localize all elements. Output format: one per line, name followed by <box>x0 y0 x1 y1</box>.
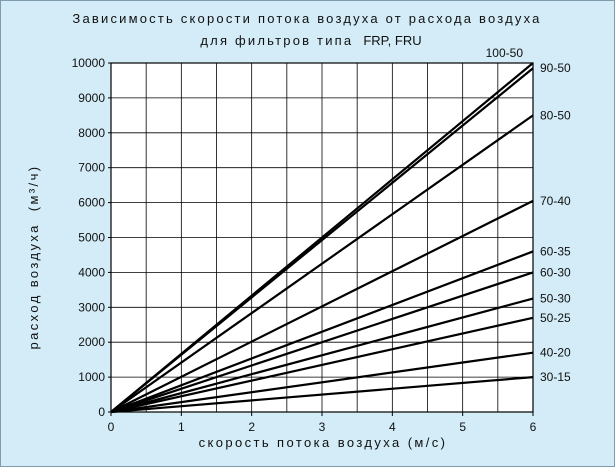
series-label: 70-40 <box>540 194 571 208</box>
y-tick-label: 5000 <box>78 231 105 245</box>
chart-title: Зависимость скорости потока воздуха от р… <box>72 11 541 26</box>
x-tick-label: 1 <box>178 420 185 434</box>
y-tick-label: 10000 <box>72 56 106 70</box>
x-tick-label: 3 <box>319 420 326 434</box>
series-line <box>110 316 534 414</box>
series-line <box>110 297 534 414</box>
y-tick-label: 6000 <box>78 196 105 210</box>
x-tick-label: 0 <box>108 420 115 434</box>
chart-subtitle: для фильтров типа FRP, FRU <box>200 33 421 48</box>
x-tick-labels: 0 1 2 3 4 5 6 <box>108 412 537 434</box>
series-line <box>110 250 534 414</box>
x-tick-label: 6 <box>530 420 537 434</box>
series-line <box>110 67 534 413</box>
series-line <box>110 271 534 414</box>
series-label: 80-50 <box>540 108 571 122</box>
series-line <box>110 114 534 413</box>
y-tick-label: 3000 <box>78 300 105 314</box>
y-tick-labels: 0 1000 2000 3000 4000 5000 6000 7000 8000 9000 100… <box>72 56 111 419</box>
series-label: 50-25 <box>540 311 571 325</box>
y-tick-label: 1000 <box>78 370 105 384</box>
series-line <box>110 351 534 414</box>
y-axis-title: расход воздуха (м³/ч) <box>26 165 41 350</box>
chart-subtitle-suffix: FRP, FRU <box>363 33 421 48</box>
series-labels: 100-50 90-50 80-50 70-40 60-35 60-30 50-30 50-2… <box>486 46 571 384</box>
series-label: 50-30 <box>540 292 571 306</box>
x-tick-label: 5 <box>459 420 466 434</box>
series-label: 90-50 <box>540 61 571 75</box>
x-tick-label: 4 <box>389 420 396 434</box>
series-label: 40-20 <box>540 346 571 360</box>
y-tick-label: 8000 <box>78 126 105 140</box>
x-tick-label: 2 <box>248 420 255 434</box>
chart-subtitle-prefix: для фильтров типа <box>200 33 353 48</box>
series-label: 30-15 <box>540 370 571 384</box>
y-tick-label: 0 <box>98 405 105 419</box>
series-label: 100-50 <box>486 46 524 60</box>
series-label: 60-35 <box>540 244 571 258</box>
series-lines <box>110 62 534 414</box>
x-axis-title: скорость потока воздуха (м/с) <box>199 435 448 450</box>
series-line <box>110 199 534 413</box>
y-tick-label: 9000 <box>78 91 105 105</box>
y-axis-title-unit: (м³/ч) <box>26 165 41 212</box>
y-axis-title-text: расход воздуха <box>26 223 41 349</box>
y-tick-label: 2000 <box>78 335 105 349</box>
series-label: 60-30 <box>540 265 571 279</box>
y-tick-label: 7000 <box>78 161 105 175</box>
series-line <box>110 376 534 414</box>
y-tick-label: 4000 <box>78 265 105 279</box>
